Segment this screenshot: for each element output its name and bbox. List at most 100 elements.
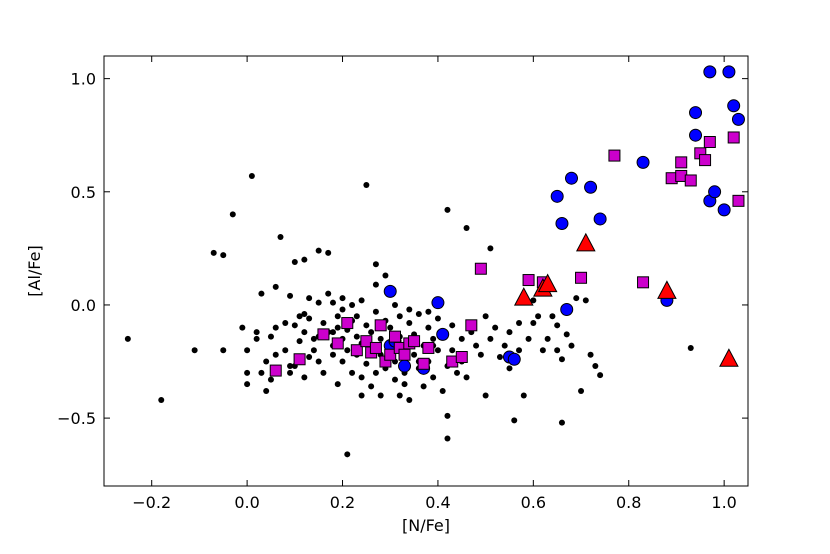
data-point-dot xyxy=(325,249,332,256)
data-point-dot xyxy=(391,376,398,383)
data-point-dot xyxy=(191,347,198,354)
data-point-square xyxy=(398,348,411,361)
data-point-dot xyxy=(420,383,427,390)
data-point-circle xyxy=(727,99,741,113)
data-point-square xyxy=(388,330,401,343)
data-point-dot xyxy=(568,342,575,349)
data-point-dot xyxy=(530,320,537,327)
data-point-dot xyxy=(124,335,131,342)
data-point-dot xyxy=(539,347,546,354)
data-point-dot xyxy=(396,313,403,320)
data-point-dot xyxy=(296,338,303,345)
data-point-dot xyxy=(368,329,375,336)
data-point-circle xyxy=(593,212,607,226)
data-point-dot xyxy=(334,313,341,320)
data-point-square xyxy=(269,364,282,377)
data-point-circle xyxy=(703,65,717,79)
data-point-dot xyxy=(592,363,599,370)
data-point-dot xyxy=(315,299,322,306)
data-point-dot xyxy=(220,347,227,354)
x-tick-label: 1.0 xyxy=(711,493,736,512)
data-point-dot xyxy=(530,297,537,304)
data-marks xyxy=(124,65,745,458)
data-point-dot xyxy=(377,335,384,342)
data-point-square xyxy=(608,149,621,162)
y-axis-label: [Al/Fe] xyxy=(25,245,44,296)
data-point-square xyxy=(675,156,688,169)
y-tick-label: −0.5 xyxy=(57,409,96,428)
plot-frame xyxy=(103,55,749,487)
data-point-dot xyxy=(578,387,585,394)
x-tick-label: −0.2 xyxy=(132,493,171,512)
data-point-square xyxy=(408,335,421,348)
data-point-circle xyxy=(383,284,397,298)
x-axis-label: [N/Fe] xyxy=(402,516,450,535)
data-point-dot xyxy=(544,335,551,342)
data-point-dot xyxy=(220,252,227,259)
data-point-dot xyxy=(535,313,542,320)
data-point-dot xyxy=(520,392,527,399)
data-point-triangle xyxy=(575,232,596,252)
data-point-dot xyxy=(315,358,322,365)
y-tick-label: 0.5 xyxy=(71,183,96,202)
data-point-dot xyxy=(449,322,456,329)
data-point-dot xyxy=(301,329,308,336)
data-point-square xyxy=(417,357,430,370)
data-point-dot xyxy=(267,333,274,340)
data-point-dot xyxy=(411,351,418,358)
data-point-dot xyxy=(358,297,365,304)
data-point-dot xyxy=(382,272,389,279)
data-point-circle xyxy=(555,216,569,230)
data-point-dot xyxy=(444,435,451,442)
data-point-dot xyxy=(358,392,365,399)
data-point-square xyxy=(422,341,435,354)
data-point-dot xyxy=(487,245,494,252)
data-point-dot xyxy=(482,313,489,320)
data-point-dot xyxy=(582,297,589,304)
x-axis-ticks: −0.2 0.0 0.2 0.4 0.6 0.8 1.0 xyxy=(132,56,737,512)
data-point-dot xyxy=(272,351,279,358)
data-point-dot xyxy=(291,258,298,265)
data-point-dot xyxy=(329,299,336,306)
data-point-square xyxy=(703,136,716,148)
data-point-dot xyxy=(554,347,561,354)
data-point-dot xyxy=(229,211,236,218)
data-point-square xyxy=(350,344,363,357)
data-point-dot xyxy=(291,322,298,329)
data-point-dot xyxy=(449,347,456,354)
data-point-dot xyxy=(253,329,260,336)
data-point-dot xyxy=(301,374,308,381)
data-point-dot xyxy=(253,335,260,342)
data-point-dot xyxy=(363,182,370,188)
data-point-square xyxy=(637,276,650,289)
data-point-dot xyxy=(425,324,432,331)
data-point-dot xyxy=(563,331,570,338)
data-point-triangle xyxy=(513,287,534,306)
data-point-dot xyxy=(368,383,375,390)
data-point-square xyxy=(331,337,344,350)
x-tick-label: 0.4 xyxy=(425,493,450,512)
data-point-dot xyxy=(267,376,274,383)
data-point-dot xyxy=(558,419,565,426)
data-point-square xyxy=(474,262,487,275)
data-point-dot xyxy=(244,381,251,388)
data-point-square xyxy=(369,341,382,354)
data-point-dot xyxy=(244,347,251,354)
data-point-dot xyxy=(282,320,289,327)
data-point-dot xyxy=(272,283,279,290)
data-point-dot xyxy=(463,374,470,381)
data-point-triangle xyxy=(537,273,558,293)
data-point-dot xyxy=(687,344,694,351)
data-point-dot xyxy=(306,315,313,322)
data-point-dot xyxy=(549,313,556,320)
data-point-dot xyxy=(296,313,303,320)
x-tick-label: 0.2 xyxy=(330,493,355,512)
data-point-circle xyxy=(436,327,450,341)
x-tick-label: 0.0 xyxy=(234,493,259,512)
data-point-dot xyxy=(425,308,432,315)
data-point-dot xyxy=(334,381,341,388)
data-point-dot xyxy=(272,324,279,331)
data-point-dot xyxy=(439,387,446,394)
data-point-dot xyxy=(339,306,346,313)
data-point-dot xyxy=(244,369,251,376)
